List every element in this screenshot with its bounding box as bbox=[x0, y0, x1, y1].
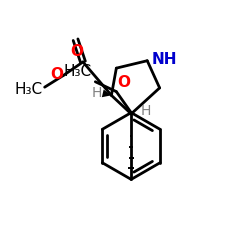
Text: H₃C: H₃C bbox=[14, 82, 42, 97]
Text: O: O bbox=[70, 44, 83, 59]
Text: O: O bbox=[51, 67, 64, 82]
Text: H: H bbox=[140, 104, 151, 118]
Text: NH: NH bbox=[152, 52, 177, 67]
Polygon shape bbox=[102, 90, 112, 97]
Text: H: H bbox=[91, 86, 102, 100]
Text: O: O bbox=[118, 76, 130, 90]
Text: H₃C: H₃C bbox=[64, 64, 92, 79]
